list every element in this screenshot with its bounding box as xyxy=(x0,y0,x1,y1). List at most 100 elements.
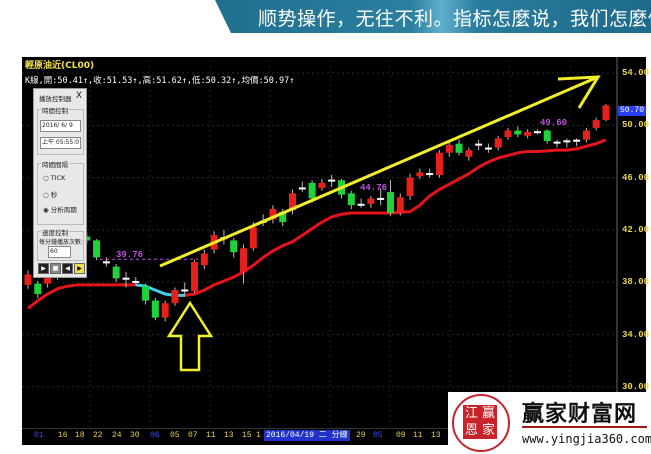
candle-body xyxy=(93,240,101,258)
y-axis-tick: 34.00 xyxy=(622,329,650,340)
group-label: 速度控制 xyxy=(41,227,69,237)
candle-body xyxy=(543,130,551,142)
date-input[interactable]: 2016/ 6/ 9 xyxy=(40,120,81,132)
y-axis-tick: 46.00 xyxy=(622,172,650,183)
trend-arrow-line xyxy=(159,75,599,268)
candle-body xyxy=(396,197,404,213)
price-label: 49.60 xyxy=(540,118,568,128)
candle-body xyxy=(269,209,277,220)
candle-body xyxy=(230,240,238,253)
step-forward-icon[interactable]: ▶ xyxy=(74,263,85,274)
candle-body xyxy=(455,143,463,153)
play-icon[interactable]: ▶ xyxy=(38,263,49,274)
logo-seal-text: 江赢恩家 xyxy=(463,405,497,439)
radio-label: 秒 xyxy=(50,191,58,199)
time-input[interactable]: 上午 05:55:0 xyxy=(40,137,81,149)
logo-brand: 赢家财富网 xyxy=(522,402,638,427)
group-label: 時間間隔 xyxy=(41,159,69,169)
y-axis-tick: 42.00 xyxy=(622,224,650,235)
candle-body xyxy=(553,141,561,144)
x-axis-tick: 30 xyxy=(130,431,140,440)
y-axis-tick: 54.00 xyxy=(622,68,650,78)
x-axis-tick: 18 xyxy=(75,431,85,440)
candle-body xyxy=(514,130,522,135)
candle-body xyxy=(377,197,385,200)
x-axis-tick: 13 xyxy=(431,431,441,440)
x-axis-tick: 09 xyxy=(396,431,406,440)
candle-body xyxy=(435,152,443,176)
moving-average-line xyxy=(184,138,607,297)
candle-body xyxy=(240,248,248,272)
candle-body xyxy=(357,203,365,206)
candle-body xyxy=(112,266,120,279)
candle-body xyxy=(504,130,512,138)
candle-body xyxy=(24,274,32,285)
ohlc-info-line: K線,開:50.41↑,收:51.53↑,高:51.62↑,低:50.32↑,均… xyxy=(25,76,295,86)
x-axis-tick: 07 xyxy=(188,431,198,440)
last-price-tag: 50.70 xyxy=(618,106,647,116)
dialog-title: 播放控制器 xyxy=(39,95,72,103)
up-arrow-annotation xyxy=(166,300,214,372)
time-control-group: 時間控制 2016/ 6/ 9 上午 05:55:0 xyxy=(37,105,84,155)
speed-input[interactable]: 60 xyxy=(48,246,71,258)
interval-group: 時間間隔 ○ TICK ○ 秒 ◉ 分析周期 xyxy=(37,159,84,225)
candle-body xyxy=(102,261,110,264)
candle-body xyxy=(573,139,581,142)
seal-char: 赢 xyxy=(481,406,495,421)
x-axis-cursor-date: 2016/04/19 二 分線 xyxy=(264,430,350,441)
trend-arrowhead xyxy=(557,75,601,109)
candle-body xyxy=(494,138,502,148)
x-axis-tick: 16 xyxy=(58,431,68,440)
instrument-title: 輕原油近(CL00) xyxy=(25,61,95,71)
candle-body xyxy=(602,105,610,120)
candle-body xyxy=(191,262,199,292)
x-axis-tick: 29 xyxy=(356,431,366,440)
x-axis-tick: 24 xyxy=(112,431,122,440)
speed-control-group: 速度控制 每分鐘播放次數: 60 xyxy=(37,227,84,261)
x-axis-tick: 13 xyxy=(224,431,234,440)
x-axis-tick: 1 xyxy=(256,431,261,440)
radio-period[interactable]: ◉ 分析周期 xyxy=(43,206,77,214)
candle-body xyxy=(484,147,492,150)
candle-body xyxy=(308,182,316,199)
step-back-icon[interactable]: ◀ xyxy=(62,263,73,274)
group-label: 時間控制 xyxy=(41,105,69,115)
radio-label: TICK xyxy=(50,174,66,182)
close-icon[interactable]: X xyxy=(75,91,82,101)
candle-body xyxy=(151,300,159,318)
seal-char: 恩 xyxy=(464,423,478,438)
candle-body xyxy=(279,211,287,223)
x-axis-tick: 11 xyxy=(206,431,216,440)
candle-body xyxy=(328,179,336,182)
playback-controller-dialog: 播放控制器 X 時間控制 2016/ 6/ 9 上午 05:55:0 時間間隔 … xyxy=(33,88,87,278)
candle-body xyxy=(592,120,600,128)
x-axis-tick: 11 xyxy=(413,431,423,440)
candle-body xyxy=(347,193,355,206)
logo-seal xyxy=(452,394,510,452)
candle-body xyxy=(465,150,473,157)
candle-body xyxy=(142,286,150,301)
moving-average-line xyxy=(27,283,136,310)
candle-body xyxy=(298,187,306,190)
y-axis-tick: 50.00 xyxy=(622,120,650,131)
y-axis-tick: 38.00 xyxy=(622,277,650,288)
candle-body xyxy=(475,143,483,146)
radio-second[interactable]: ○ 秒 xyxy=(43,191,58,199)
candle-body xyxy=(181,289,189,292)
candle-body xyxy=(289,193,297,211)
logo-divider xyxy=(522,426,647,428)
candle-body xyxy=(318,182,326,189)
chart-panel[interactable] xyxy=(22,57,646,445)
logo-url: www.yingjia360.com xyxy=(522,432,651,446)
stop-icon[interactable]: ■ xyxy=(50,263,61,274)
seal-char: 江 xyxy=(464,406,478,421)
candle-body xyxy=(524,131,532,136)
x-axis-tick: 15 xyxy=(242,431,252,440)
candle-body xyxy=(200,253,208,266)
seal-char: 家 xyxy=(481,423,495,438)
y-axis-tick: 30.00 xyxy=(622,381,650,392)
x-axis-tick: 22 xyxy=(93,431,103,440)
banner-slogan: 顺势操作，无往不利。指标怎麼说，我们怎麼做 xyxy=(258,8,651,30)
radio-tick[interactable]: ○ TICK xyxy=(43,174,66,182)
